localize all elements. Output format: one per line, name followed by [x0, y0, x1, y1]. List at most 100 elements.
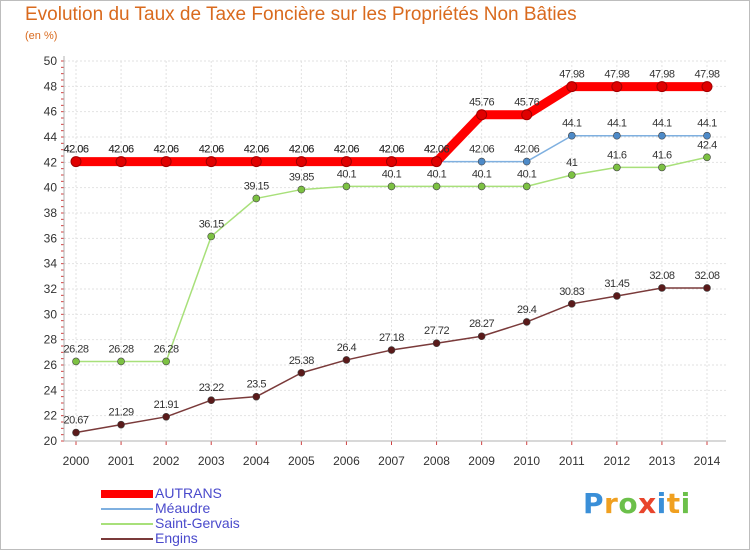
x-tick-label: 2012 — [604, 454, 631, 468]
data-point-saint-gervais — [703, 153, 711, 162]
data-point-saint-gervais — [72, 357, 80, 366]
data-label-engins: 32.08 — [649, 270, 674, 282]
data-label-m-audre: 44.1 — [652, 118, 672, 130]
data-point-saint-gervais — [613, 163, 621, 172]
logo-letter: r — [604, 487, 619, 520]
data-point-autrans — [521, 109, 533, 121]
data-point-autrans — [476, 109, 488, 121]
data-label-autrans: 47.98 — [649, 69, 674, 81]
legend-swatch — [101, 522, 153, 525]
data-point-saint-gervais — [117, 357, 125, 366]
data-label-m-audre: 44.1 — [697, 118, 717, 130]
y-tick-label: 50 — [44, 54, 58, 68]
legend-swatch — [101, 489, 153, 498]
legend-label: Engins — [155, 530, 198, 546]
data-label-engins: 21.91 — [154, 399, 179, 411]
logo-letter: x — [638, 487, 657, 520]
data-point-m-audre — [477, 157, 486, 166]
data-label-saint-gervais: 39.15 — [244, 180, 269, 192]
data-point-engins — [72, 428, 80, 437]
logo-letter: o — [618, 487, 639, 520]
data-label-engins: 29.4 — [517, 304, 537, 316]
legend: AUTRANS Méaudre Saint-Gervais Engins — [101, 486, 240, 546]
data-label-saint-gervais: 40.1 — [382, 168, 402, 180]
data-label-m-audre: 42.06 — [334, 144, 359, 156]
y-tick-label: 22 — [44, 409, 58, 423]
data-point-engins — [252, 392, 261, 401]
legend-label: Saint-Gervais — [155, 515, 240, 531]
data-label-autrans: 42.06 — [424, 144, 449, 156]
data-point-saint-gervais — [252, 194, 261, 203]
data-point-engins — [297, 369, 306, 377]
data-label-saint-gervais: 26.28 — [63, 343, 88, 355]
data-label-engins: 25.38 — [289, 355, 314, 367]
data-point-engins — [432, 339, 441, 348]
data-label-autrans: 47.98 — [694, 69, 719, 81]
legend-item: Saint-Gervais — [101, 516, 240, 531]
x-tick-label: 2001 — [108, 454, 135, 468]
data-label-m-audre: 44.1 — [607, 118, 627, 130]
data-label-autrans: 47.98 — [604, 69, 629, 81]
data-label-engins: 27.72 — [424, 325, 449, 337]
data-label-autrans: 42.06 — [379, 144, 404, 156]
x-tick-label: 2006 — [333, 454, 360, 468]
legend-swatch — [101, 537, 153, 540]
y-unit-label: (en %) — [25, 30, 58, 42]
data-label-autrans: 45.76 — [514, 97, 539, 109]
data-label-saint-gervais: 41 — [566, 157, 578, 169]
y-tick-label: 48 — [44, 79, 58, 93]
data-label-engins: 27.18 — [379, 332, 404, 344]
y-tick-label: 34 — [44, 257, 58, 271]
data-label-m-audre: 42.06 — [244, 144, 269, 156]
data-label-engins: 32.08 — [694, 270, 719, 282]
data-label-engins: 30.83 — [559, 286, 584, 298]
data-point-m-audre — [613, 131, 621, 140]
legend-label: AUTRANS — [155, 485, 222, 501]
data-label-saint-gervais: 40.1 — [427, 168, 447, 180]
data-label-saint-gervais: 40.1 — [472, 168, 492, 180]
data-label-m-audre: 42.06 — [199, 144, 224, 156]
data-point-autrans — [386, 156, 397, 168]
data-label-saint-gervais: 26.28 — [154, 343, 179, 355]
data-label-autrans: 42.06 — [154, 144, 179, 156]
data-label-saint-gervais: 40.1 — [337, 168, 357, 180]
data-point-saint-gervais — [432, 182, 441, 191]
x-tick-label: 2002 — [153, 454, 180, 468]
data-label-engins: 26.4 — [337, 342, 357, 354]
y-tick-label: 24 — [44, 383, 58, 397]
legend-item: Engins — [101, 531, 240, 546]
legend-swatch — [101, 507, 153, 510]
x-tick-label: 2014 — [694, 454, 721, 468]
x-tick-label: 2007 — [378, 454, 405, 468]
x-tick-label: 2003 — [198, 454, 225, 468]
data-point-engins — [207, 396, 216, 405]
data-label-saint-gervais: 41.6 — [652, 149, 672, 161]
data-point-m-audre — [567, 131, 576, 140]
data-point-engins — [117, 420, 125, 429]
data-label-saint-gervais: 26.28 — [109, 343, 134, 355]
x-tick-label: 2009 — [468, 454, 495, 468]
data-point-autrans — [701, 81, 713, 93]
legend-item: AUTRANS — [101, 486, 240, 501]
chart-title: Evolution du Taux de Taxe Foncière sur l… — [25, 4, 577, 25]
data-label-engins: 20.67 — [63, 415, 88, 427]
x-tick-label: 2005 — [288, 454, 315, 468]
data-label-autrans: 42.06 — [63, 144, 88, 156]
data-label-saint-gervais: 40.1 — [517, 168, 537, 180]
data-point-engins — [703, 284, 711, 292]
x-tick-label: 2000 — [63, 454, 90, 468]
data-point-m-audre — [658, 131, 666, 140]
data-label-autrans: 47.98 — [559, 69, 584, 81]
data-point-autrans — [70, 156, 82, 168]
line-chart: 20 22 24 26 28 30 32 34 36 38 40 42 44 46 48 50 2000 2001… — [44, 54, 726, 468]
data-label-engins: 23.5 — [247, 379, 267, 391]
data-label-m-audre: 42.06 — [109, 144, 134, 156]
data-label-saint-gervais: 42.4 — [697, 139, 717, 151]
y-tick-label: 44 — [44, 130, 58, 144]
data-label-saint-gervais: 41.6 — [607, 149, 627, 161]
y-tick-label: 42 — [44, 155, 58, 169]
data-label-m-audre: 44.1 — [562, 118, 582, 130]
data-point-saint-gervais — [342, 182, 351, 191]
data-point-engins — [387, 346, 396, 354]
